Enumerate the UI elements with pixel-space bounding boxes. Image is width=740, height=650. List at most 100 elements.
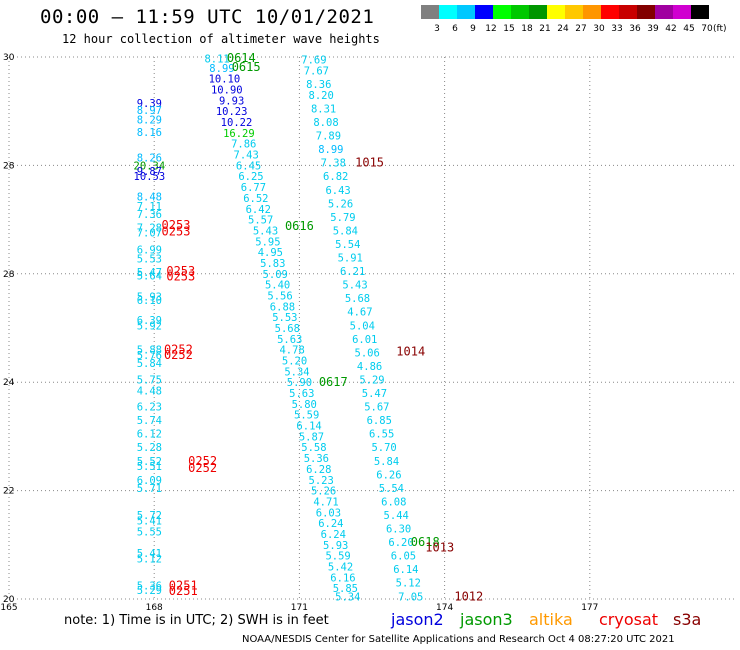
wave-height-point: 6.45 — [236, 160, 261, 172]
wave-height-point: 5.74 — [137, 415, 162, 427]
scale-swatch — [673, 5, 691, 19]
wave-height-point: 5.84 — [333, 225, 358, 237]
scale-swatch — [475, 5, 493, 19]
wave-height-point: 5.26 — [311, 486, 336, 498]
wave-height-point: 5.83 — [260, 258, 285, 270]
wave-height-point: 10.90 — [211, 85, 243, 97]
wave-height-point: 5.80 — [292, 399, 317, 411]
scale-tick-label: 3 — [434, 24, 440, 34]
wave-height-point: 5.88 — [137, 345, 162, 357]
wave-height-point: 6.52 — [243, 193, 268, 205]
wave-height-point: 6.12 — [137, 429, 162, 441]
wave-height-point: 8.11 — [204, 54, 229, 66]
wave-height-point: 6.82 — [323, 171, 348, 183]
wave-height-point: 8.97 — [137, 105, 162, 117]
wave-height-point: 5.55 — [137, 526, 162, 538]
wave-height-point: 8.48 — [137, 191, 162, 203]
wave-height-point: 6.42 — [246, 204, 271, 216]
wave-height-point: 8.36 — [306, 79, 331, 91]
wave-height-point: 5.84 — [374, 456, 399, 468]
y-tick-label: 24 — [3, 378, 15, 388]
scale-swatch — [637, 5, 655, 19]
wave-height-point: 10.22 — [221, 117, 253, 129]
scale-tick-label: 36 — [629, 24, 641, 34]
satellite-legend-jason3: jason3 — [460, 610, 513, 629]
wave-height-point: 5.52 — [137, 456, 162, 468]
pass-time-label: 0252 — [188, 461, 217, 475]
scale-swatch — [529, 5, 547, 19]
wave-height-point: 7.36 — [137, 209, 162, 221]
wave-height-point: 5.76 — [137, 350, 162, 362]
wave-height-point: 5.63 — [289, 388, 314, 400]
wave-height-point: 4.71 — [313, 496, 338, 508]
satellite-legend-altika: altika — [529, 610, 573, 629]
wave-height-point: 6.05 — [391, 551, 416, 563]
wave-height-point: 5.75 — [137, 374, 162, 386]
wave-height-point: 16.29 — [223, 128, 255, 140]
scale-swatch — [457, 5, 475, 19]
scale-tick-label: 24 — [557, 24, 569, 34]
pass-time-label: 0616 — [285, 219, 314, 233]
wave-height-point: 5.04 — [350, 320, 375, 332]
wave-height-point: 5.56 — [267, 290, 292, 302]
wave-height-point: 5.63 — [277, 334, 302, 346]
pass-time-label: 0252 — [188, 454, 217, 468]
page-title: 00:00 – 11:59 UTC 10/01/2021 — [40, 6, 375, 28]
wave-height-point: 5.06 — [355, 347, 380, 359]
wave-height-point: 5.12 — [137, 553, 162, 565]
wave-height-point: 5.92 — [137, 320, 162, 332]
wave-height-point: 5.58 — [301, 442, 326, 454]
wave-height-point: 7.86 — [231, 139, 256, 151]
wave-height-point: 7.28 — [137, 223, 162, 235]
wave-height-point: 5.91 — [338, 253, 363, 265]
wave-height-point: 7.07 — [137, 228, 162, 240]
wave-height-point: 5.29 — [359, 374, 384, 386]
wave-height-point: 5.54 — [379, 483, 404, 495]
wave-height-point: 6.10 — [137, 295, 162, 307]
footer-credit: NOAA/NESDIS Center for Satellite Applica… — [242, 634, 675, 645]
wave-height-point: 6.23 — [137, 402, 162, 414]
scale-tick-label: 45 — [683, 24, 694, 34]
wave-height-point: 5.57 — [248, 215, 273, 227]
scale-tick-label: 12 — [485, 24, 496, 34]
wave-height-point: 6.14 — [393, 564, 418, 576]
wave-height-point: 4.67 — [347, 307, 372, 319]
wave-height-point: 10.10 — [209, 74, 241, 86]
y-tick-label: 28 — [3, 270, 15, 280]
scale-tick-label: 42 — [665, 24, 676, 34]
wave-height-point: 8.31 — [311, 103, 336, 115]
wave-height-point: 5.41 — [137, 548, 162, 560]
wave-height-point: 6.55 — [369, 429, 394, 441]
wave-height-point: 6.21 — [340, 266, 365, 278]
scale-swatch — [439, 5, 457, 19]
scale-tick-label: 9 — [470, 24, 476, 34]
wave-height-point: 5.12 — [396, 578, 421, 590]
scale-swatch — [583, 5, 601, 19]
pass-time-label: 0615 — [232, 60, 261, 74]
wave-height-point: 5.93 — [137, 292, 162, 304]
wave-height-point: 6.16 — [330, 572, 355, 584]
wave-height-point: 5.34 — [284, 366, 309, 378]
x-tick-label: 171 — [291, 603, 308, 613]
wave-height-point: 5.84 — [137, 358, 162, 370]
satellite-legend-s3a: s3a — [673, 610, 702, 629]
x-tick-label: 165 — [0, 603, 17, 613]
y-tick-label: 20 — [3, 595, 15, 605]
scale-swatch — [493, 5, 511, 19]
wave-height-point: 7.38 — [321, 158, 346, 170]
wave-height-point: 5.43 — [253, 225, 278, 237]
scale-tick-label: 70 — [701, 24, 713, 34]
wave-height-point: 5.68 — [345, 293, 370, 305]
wave-height-point: 4.95 — [258, 247, 283, 259]
wave-height-point: 6.24 — [321, 529, 346, 541]
wave-height-point: 6.39 — [137, 315, 162, 327]
wave-height-point: 5.53 — [272, 312, 297, 324]
x-tick-label: 177 — [581, 603, 598, 613]
wave-height-point: 9.87 — [137, 166, 162, 178]
scale-tick-label: 21 — [539, 24, 550, 34]
pass-time-label: 0253 — [162, 225, 191, 239]
wave-height-point: 6.30 — [386, 524, 411, 536]
wave-height-point: 6.88 — [270, 301, 295, 313]
wave-height-point: 7.05 — [398, 591, 423, 603]
